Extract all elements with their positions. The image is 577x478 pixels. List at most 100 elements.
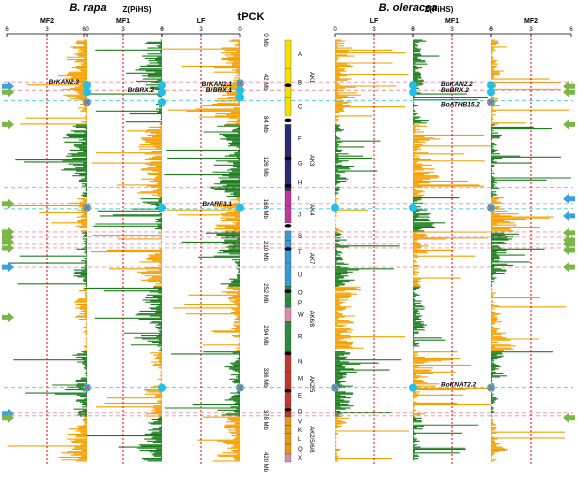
tick-label: 3 (450, 27, 454, 33)
center-label: tPCK (238, 11, 265, 23)
axis-right-MF2: 0 3 6 MF2 (489, 18, 573, 466)
track-name: LF (197, 18, 206, 25)
arrow-right-icon (2, 198, 14, 209)
tick-label: 3 (372, 27, 376, 33)
tick-label: 0 (333, 27, 337, 33)
centromere (284, 224, 292, 228)
axis-left-MF2: 0 3 6 MF2 (5, 18, 89, 466)
position-tick: 252 Mb (262, 283, 268, 304)
position-tick: 294 Mb (262, 325, 268, 346)
arrow-right-icon (2, 242, 14, 253)
arrow-right-icon (2, 262, 14, 273)
arrow-left-icon (563, 87, 575, 98)
track-name: MF1 (116, 18, 130, 25)
marker-dot (409, 383, 417, 392)
marker-dot (83, 81, 91, 90)
tick-label: 0 (238, 27, 242, 33)
tick-label: 0 (411, 27, 415, 33)
position-tick: 84 Mb (262, 116, 268, 133)
chromosome-label: AK2/5 (308, 376, 314, 393)
block-label: D (298, 409, 303, 415)
arrow-right-icon (2, 312, 14, 323)
tick-label: 0 (85, 27, 89, 33)
block-label: G (298, 162, 303, 168)
block-E (284, 385, 292, 406)
block-C (284, 97, 292, 116)
track-name: MF1 (445, 18, 459, 25)
block-L (284, 433, 292, 445)
arrow-left-icon (563, 244, 575, 255)
block-S (284, 230, 292, 242)
block-label: O (298, 291, 303, 297)
marker-dot (409, 81, 417, 90)
tick-label: 6 (569, 27, 573, 33)
position-tick: 42 Mb (262, 74, 268, 91)
title-left: B. rapa (69, 2, 106, 14)
block-label: K (298, 428, 302, 434)
axis-right-MF1: 0 3 6 MF1 (411, 18, 493, 466)
marker-cross (487, 204, 495, 211)
tick-label: 3 (45, 27, 49, 33)
marker-dot (158, 98, 166, 107)
block-label: C (298, 104, 303, 110)
marker-dot (409, 203, 417, 212)
stat-label-left: Z(PiHS) (123, 5, 152, 14)
arrow-left-icon (563, 412, 575, 423)
block-Q (284, 443, 292, 455)
arrow-right-icon (2, 236, 14, 247)
guide-lines (4, 81, 573, 417)
tick-label: 6 (489, 27, 493, 33)
marker-dot (236, 203, 244, 212)
arrow-right-icon (2, 231, 14, 242)
block-label: U (298, 273, 302, 279)
chromosome-label: AK3 (308, 155, 314, 167)
centromere (284, 183, 292, 188)
block-K (284, 425, 292, 435)
arrow-left-icon (563, 119, 575, 130)
block-label: H (298, 181, 302, 187)
gene-label: BoBRX.2 (441, 87, 469, 94)
marker-dot (409, 88, 417, 97)
block-I (284, 190, 292, 206)
arrow-right-icon (2, 412, 14, 423)
block-A (284, 39, 292, 69)
centromere (284, 289, 292, 293)
block-label: W (298, 312, 304, 318)
marker-dot (331, 203, 339, 212)
centromere (284, 83, 292, 88)
gene-label: BrKAN2.3 (49, 79, 80, 86)
block-label: N (298, 360, 302, 366)
marker-cross (331, 384, 339, 391)
position-tick: 168 Mb (262, 199, 268, 220)
gene-label: BoATHB15.2 (441, 101, 480, 108)
block-label: F (298, 136, 302, 142)
chromosome-label: AK6/8 (308, 311, 314, 328)
block-label: P (298, 301, 302, 307)
block-G (284, 152, 292, 175)
marker-dot (158, 88, 166, 97)
gene-label: BrKAN2.1 (202, 81, 233, 88)
block-F (284, 124, 292, 153)
marker-cross (83, 204, 91, 211)
marker-dot (487, 88, 495, 97)
track-name: LF (370, 18, 379, 25)
block-T (284, 240, 292, 264)
track-bars-right-MF2 (491, 39, 571, 462)
arrow-right-icon (2, 226, 14, 237)
tick-label: 0 (160, 27, 164, 33)
tick-label: 0 (489, 27, 493, 33)
gene-label: BrBRX.1 (206, 87, 233, 94)
block-M (284, 371, 292, 386)
position-tick: 336 Mb (262, 368, 268, 389)
block-label: B (298, 81, 302, 87)
chromosome-label: AK7 (308, 253, 314, 265)
chromosome-label: AK4 (308, 204, 314, 216)
block-label: S (298, 234, 302, 240)
chromosome-label: AK1 (308, 72, 314, 84)
tick-label: 6 (5, 27, 9, 33)
tick-label: 6 (160, 27, 164, 33)
arrow-left-icon (563, 193, 575, 204)
block-U (284, 262, 292, 287)
